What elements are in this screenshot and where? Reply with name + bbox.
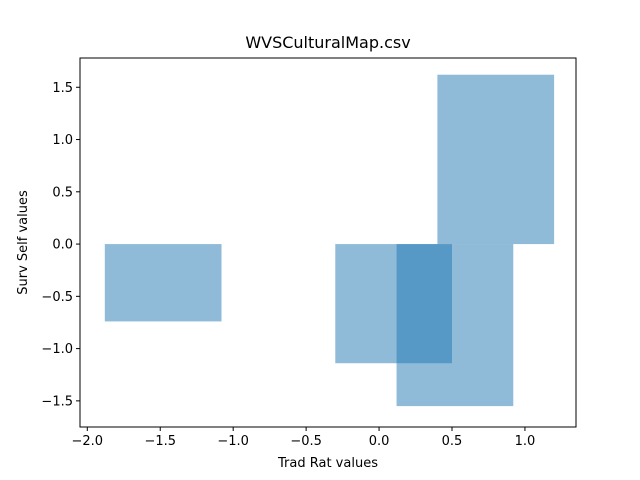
bar-4 [396, 244, 514, 407]
bars-layer [104, 74, 555, 407]
y-tick-label: −1.5 [41, 394, 73, 409]
x-tick-label: −2.0 [72, 434, 104, 449]
y-tick-label: 0.0 [52, 238, 73, 253]
x-tick-label: 1.0 [515, 434, 536, 449]
bar-3 [437, 74, 555, 245]
y-tick-label: 1.5 [52, 81, 73, 96]
x-tick-label: −0.5 [290, 434, 322, 449]
x-tick-label: −1.5 [144, 434, 176, 449]
chart-title: WVSCulturalMap.csv [245, 33, 410, 52]
y-tick-label: −0.5 [41, 290, 73, 305]
y-tick-label: 0.5 [52, 185, 73, 200]
x-tick-label: −1.0 [217, 434, 249, 449]
bar-1 [104, 244, 222, 322]
y-tick-label: −1.0 [41, 342, 73, 357]
y-tick-label: 1.0 [52, 133, 73, 148]
x-tick-label: 0.5 [442, 434, 463, 449]
x-axis-label: Trad Rat values [277, 456, 378, 471]
axes-frame [79, 57, 577, 428]
x-ticks: −2.0 −1.5 −1.0 −0.5 0.0 0.5 1.0 [72, 427, 536, 449]
y-ticks: −1.5 −1.0 −0.5 0.0 0.5 1.0 1.5 [41, 81, 80, 409]
x-tick-label: 0.0 [369, 434, 390, 449]
y-axis-label: Surv Self values [16, 190, 31, 295]
